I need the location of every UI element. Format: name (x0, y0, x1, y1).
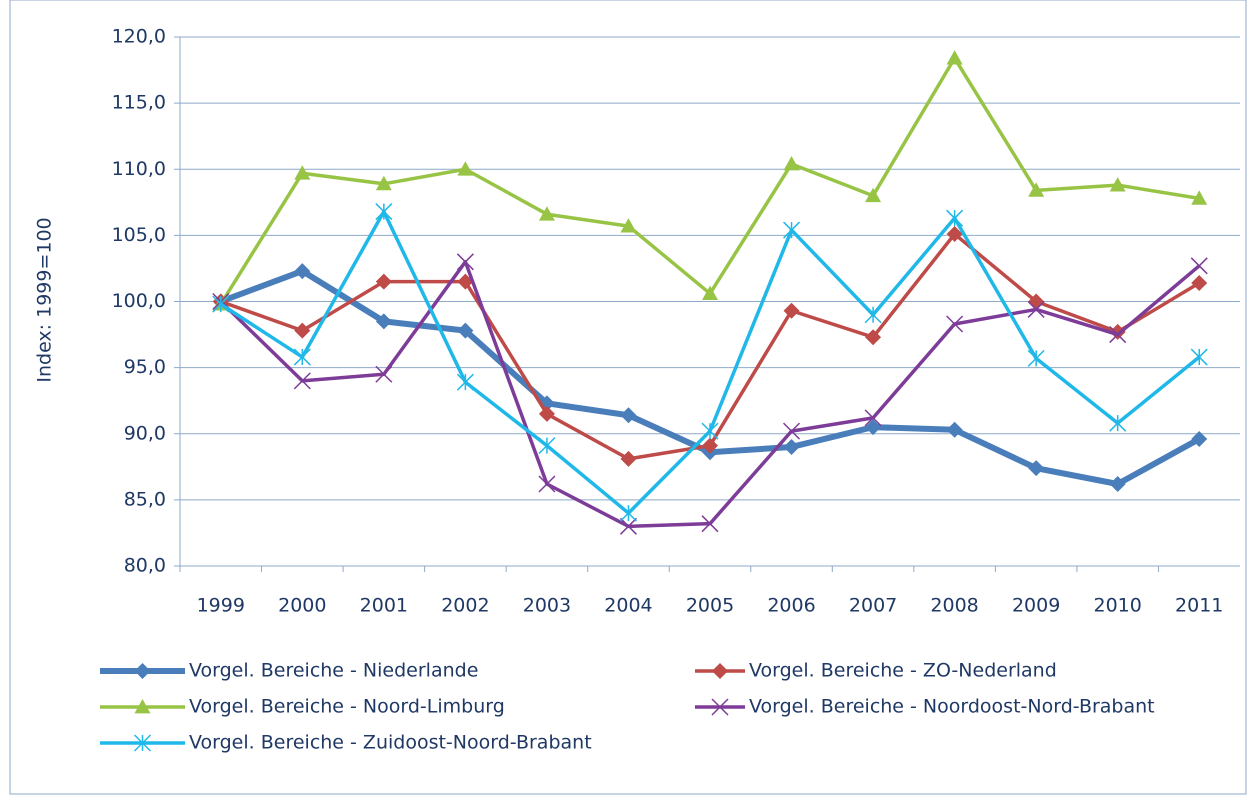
data-point (1109, 476, 1126, 493)
x-tick-label: 2004 (604, 595, 652, 617)
data-point (375, 175, 392, 191)
data-point (375, 273, 392, 290)
data-point (946, 226, 963, 243)
x-tick-label: 2002 (441, 595, 489, 617)
y-tick-label: 110,0 (112, 158, 166, 180)
data-point (702, 437, 718, 454)
y-tick-label: 120,0 (112, 26, 166, 48)
x-tick-label: 2009 (1012, 595, 1060, 617)
data-point (1109, 414, 1127, 432)
legend-marker (712, 663, 728, 679)
data-point (1109, 323, 1126, 340)
y-tick-label: 95,0 (124, 356, 166, 378)
data-point (293, 348, 311, 366)
legend-label: Vorgel. Bereiche - Niederlande (189, 660, 478, 682)
legend-marker (133, 734, 152, 752)
data-point (1191, 190, 1208, 205)
legend-marker (134, 663, 151, 679)
y-tick-label: 105,0 (112, 224, 166, 246)
data-point (619, 504, 637, 522)
data-point (701, 515, 719, 533)
data-point (946, 315, 964, 333)
data-point (946, 209, 964, 227)
y-tick-label: 85,0 (124, 488, 166, 510)
data-point (456, 253, 474, 271)
data-point (538, 405, 555, 422)
y-tick-label: 100,0 (112, 290, 166, 312)
data-point (865, 419, 882, 436)
data-point (1191, 431, 1208, 448)
data-point (538, 206, 555, 221)
legend-label: Vorgel. Bereiche - ZO-Nederland (749, 660, 1057, 682)
data-point (946, 421, 963, 438)
data-point (375, 365, 393, 383)
x-tick-label: 2010 (1094, 595, 1142, 617)
x-tick-label: 2000 (278, 595, 326, 617)
data-point (702, 285, 718, 300)
x-tick-label: 2003 (523, 595, 571, 617)
data-point (294, 263, 311, 280)
data-point (538, 475, 556, 493)
data-point (293, 372, 311, 390)
x-tick-label: 2008 (930, 595, 978, 617)
data-point (1190, 257, 1208, 275)
data-point (783, 422, 801, 440)
legend-marker (711, 698, 729, 716)
y-tick-label: 90,0 (124, 422, 166, 444)
data-point (865, 187, 882, 203)
data-point (783, 221, 801, 239)
data-point (1027, 300, 1045, 318)
data-point (864, 306, 882, 324)
x-tick-label: 2011 (1175, 595, 1223, 617)
data-point (783, 438, 800, 455)
data-point (375, 203, 393, 221)
data-point (620, 407, 637, 424)
data-point (294, 322, 311, 339)
data-point (620, 450, 637, 467)
data-point (620, 218, 637, 233)
data-point (212, 295, 230, 313)
data-point (619, 517, 637, 535)
x-tick-label: 2001 (360, 595, 408, 617)
data-point (1109, 177, 1126, 192)
data-point (701, 422, 719, 440)
x-tick-label: 2006 (767, 595, 815, 617)
data-point (1109, 326, 1127, 344)
data-point (1190, 348, 1208, 366)
data-point (294, 165, 311, 180)
data-point (865, 329, 882, 346)
legend-marker (134, 699, 151, 714)
y-tick-label: 80,0 (124, 555, 166, 577)
data-point (864, 409, 882, 427)
data-point (538, 437, 556, 455)
data-point (1191, 274, 1208, 291)
data-point (783, 302, 800, 319)
x-tick-label: 2005 (686, 595, 734, 617)
y-axis-label: Index: 1999=100 (34, 217, 56, 382)
legend-label: Vorgel. Bereiche - Noordoost-Nord-Braban… (749, 696, 1155, 718)
legend-label: Vorgel. Bereiche - Noord-Limburg (189, 696, 505, 718)
legend-label: Vorgel. Bereiche - Zuidoost-Noord-Braban… (189, 732, 592, 754)
data-point (946, 50, 963, 65)
data-point (457, 322, 474, 339)
data-point (375, 313, 392, 330)
chart-border (9, 0, 1247, 795)
y-tick-label: 115,0 (112, 92, 166, 114)
data-point (1028, 182, 1045, 197)
data-point (783, 155, 800, 171)
data-point (1027, 349, 1045, 367)
data-point (456, 373, 474, 391)
data-point (1028, 460, 1045, 477)
data-point (457, 161, 474, 176)
x-tick-label: 2007 (849, 595, 897, 617)
x-tick-label: 1999 (197, 595, 245, 617)
